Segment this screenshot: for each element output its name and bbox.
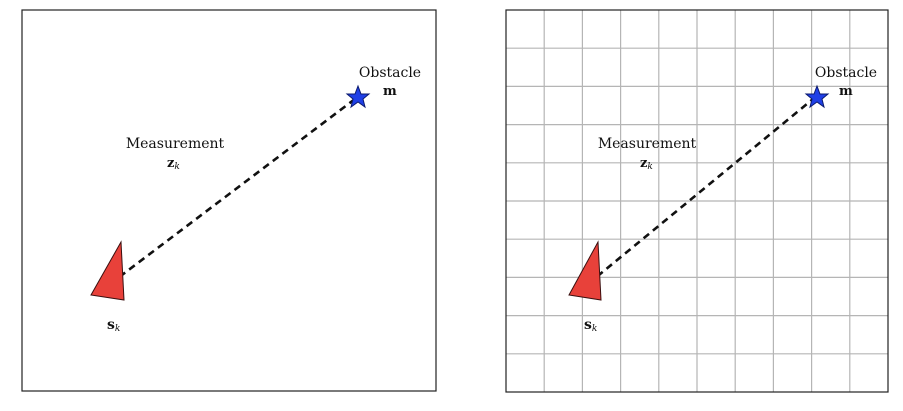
measurement-symbol-subscript: k	[647, 162, 652, 172]
sensor-symbol: sk	[107, 317, 120, 334]
sensor-symbol-subscript: k	[115, 324, 120, 334]
sensor-symbol-main: s	[584, 317, 592, 333]
obstacle-label: Obstacle	[359, 65, 421, 81]
measurement-symbol: zk	[167, 156, 180, 172]
measurement-label: Measurement	[126, 136, 225, 152]
obstacle-star-icon	[345, 84, 371, 109]
panel-left-frame	[21, 9, 437, 392]
sensor-triangle-icon	[90, 240, 125, 301]
obstacle-star-icon	[804, 84, 830, 109]
measurement-label: Measurement	[598, 136, 697, 152]
measurement-symbol: zk	[640, 156, 653, 172]
measurement-symbol-main: z	[640, 156, 647, 171]
measurement-symbol-subscript: k	[174, 162, 179, 172]
obstacle-label: Obstacle	[815, 65, 877, 81]
panel-right: Obstacle m Measurement zk sk	[505, 9, 889, 393]
sensor-symbol-main: s	[107, 317, 115, 333]
measurement-line	[587, 97, 814, 286]
measurement-line	[109, 97, 356, 286]
obstacle-symbol: m	[383, 84, 397, 99]
sensor-symbol-subscript: k	[592, 324, 597, 334]
sensor-triangle-icon	[568, 240, 602, 301]
panel-left: Obstacle m Measurement zk sk	[21, 9, 437, 392]
obstacle-symbol: m	[839, 84, 853, 99]
measurement-symbol-main: z	[167, 156, 174, 171]
panel-right-frame	[505, 9, 889, 393]
sensor-symbol: sk	[584, 317, 597, 334]
occupancy-grid	[506, 10, 888, 392]
